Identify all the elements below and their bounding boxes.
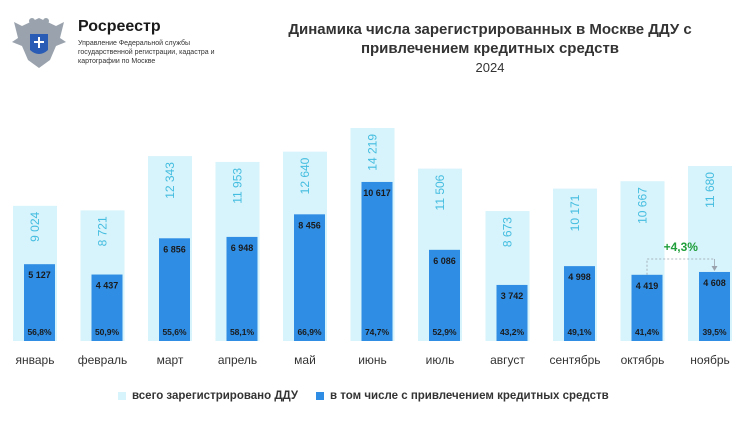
share-label: 58,1% (230, 327, 255, 337)
credit-value-label: 4 608 (703, 278, 726, 288)
legend-swatch-credit (316, 392, 325, 400)
x-tick-label: ноябрь (690, 353, 730, 367)
x-tick-label: октябрь (621, 353, 665, 367)
share-label: 55,6% (162, 327, 187, 337)
total-value-label: 10 171 (568, 194, 582, 231)
total-value-label: 12 640 (298, 157, 312, 194)
credit-value-label: 6 948 (231, 243, 254, 253)
total-value-label: 9 024 (28, 211, 42, 241)
x-tick-label: июнь (358, 353, 387, 367)
share-label: 74,7% (365, 327, 390, 337)
total-value-label: 14 219 (366, 134, 380, 171)
bar-credit (91, 274, 123, 341)
x-tick-label: февраль (78, 353, 128, 367)
share-label: 50,9% (95, 327, 120, 337)
legend-label-credit: в том числе с привлечением кредитных сре… (330, 390, 609, 402)
total-value-label: 11 680 (703, 172, 717, 208)
bar-credit (24, 264, 55, 341)
share-label: 43,2% (500, 327, 525, 337)
legend-swatch-total (118, 392, 126, 400)
bar-credit (699, 271, 730, 341)
org-subtitle: Управление Федеральной службы государств… (78, 40, 215, 65)
bar-credit (294, 214, 325, 341)
credit-value-label: 6 086 (433, 256, 456, 266)
credit-value-label: 3 742 (501, 291, 524, 301)
chart-title: Динамика числа зарегистрированных в Моск… (288, 21, 692, 57)
x-tick-label: январь (16, 353, 55, 367)
x-tick-label: август (490, 353, 525, 367)
annotation-connector (646, 258, 715, 275)
credit-value-label: 6 856 (163, 244, 186, 254)
total-value-label: 8 673 (501, 217, 515, 247)
bar-credit (159, 238, 190, 341)
credit-value-label: 5 127 (28, 270, 51, 280)
org-name: Росреестр (78, 18, 161, 35)
total-value-label: 8 721 (96, 216, 110, 246)
annotation-arrowhead (711, 265, 718, 271)
share-label: 56,8% (27, 327, 52, 337)
share-label: 52,9% (432, 327, 457, 337)
total-value-label: 11 506 (433, 174, 447, 210)
legend-item-total: всего зарегистрировано ДДУ (118, 390, 298, 402)
legend-label-total: всего зарегистрировано ДДУ (132, 390, 299, 402)
bar-credit (564, 266, 595, 341)
annotation-label: +4,3% (664, 240, 699, 254)
share-label: 66,9% (297, 327, 322, 337)
credit-value-label: 4 419 (636, 281, 659, 291)
x-tick-label: июль (426, 353, 455, 367)
bar-credit (631, 274, 663, 341)
chart-subtitle: 2024 (475, 60, 505, 75)
chart-legend: всего зарегистрировано ДДУ в том числе с… (118, 390, 609, 402)
credit-value-label: 8 456 (298, 220, 321, 230)
bar-credit (361, 181, 393, 341)
legend-item-credit: в том числе с привлечением кредитных сре… (316, 390, 609, 402)
total-value-label: 12 343 (163, 162, 177, 199)
total-value-label: 10 667 (636, 187, 650, 224)
x-tick-label: сентябрь (549, 353, 600, 367)
share-label: 41,4% (635, 327, 660, 337)
bar-credit (429, 249, 460, 341)
credit-value-label: 4 437 (96, 281, 119, 291)
share-label: 39,5% (702, 327, 727, 337)
rosreestr-emblem-icon (12, 18, 66, 68)
bar-credit (226, 236, 258, 341)
bar-credit (496, 284, 528, 341)
share-label: 49,1% (567, 327, 592, 337)
x-tick-label: март (157, 353, 184, 367)
total-value-label: 11 953 (231, 168, 245, 204)
credit-value-label: 4 998 (568, 272, 591, 282)
x-tick-label: май (294, 353, 316, 367)
x-tick-label: апрель (218, 353, 257, 367)
credit-value-label: 10 617 (363, 188, 391, 198)
